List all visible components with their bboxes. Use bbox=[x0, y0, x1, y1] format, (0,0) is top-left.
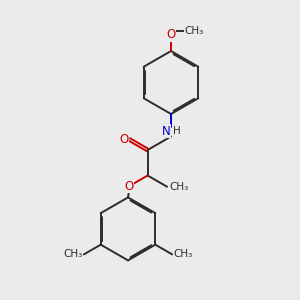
Text: CH₃: CH₃ bbox=[169, 182, 188, 192]
Text: N: N bbox=[162, 125, 171, 138]
Text: CH₃: CH₃ bbox=[173, 249, 192, 260]
Text: O: O bbox=[119, 133, 129, 146]
Text: H: H bbox=[173, 125, 181, 136]
Text: CH₃: CH₃ bbox=[185, 26, 204, 37]
Text: CH₃: CH₃ bbox=[64, 249, 83, 260]
Text: O: O bbox=[166, 28, 175, 41]
Text: O: O bbox=[124, 180, 134, 193]
